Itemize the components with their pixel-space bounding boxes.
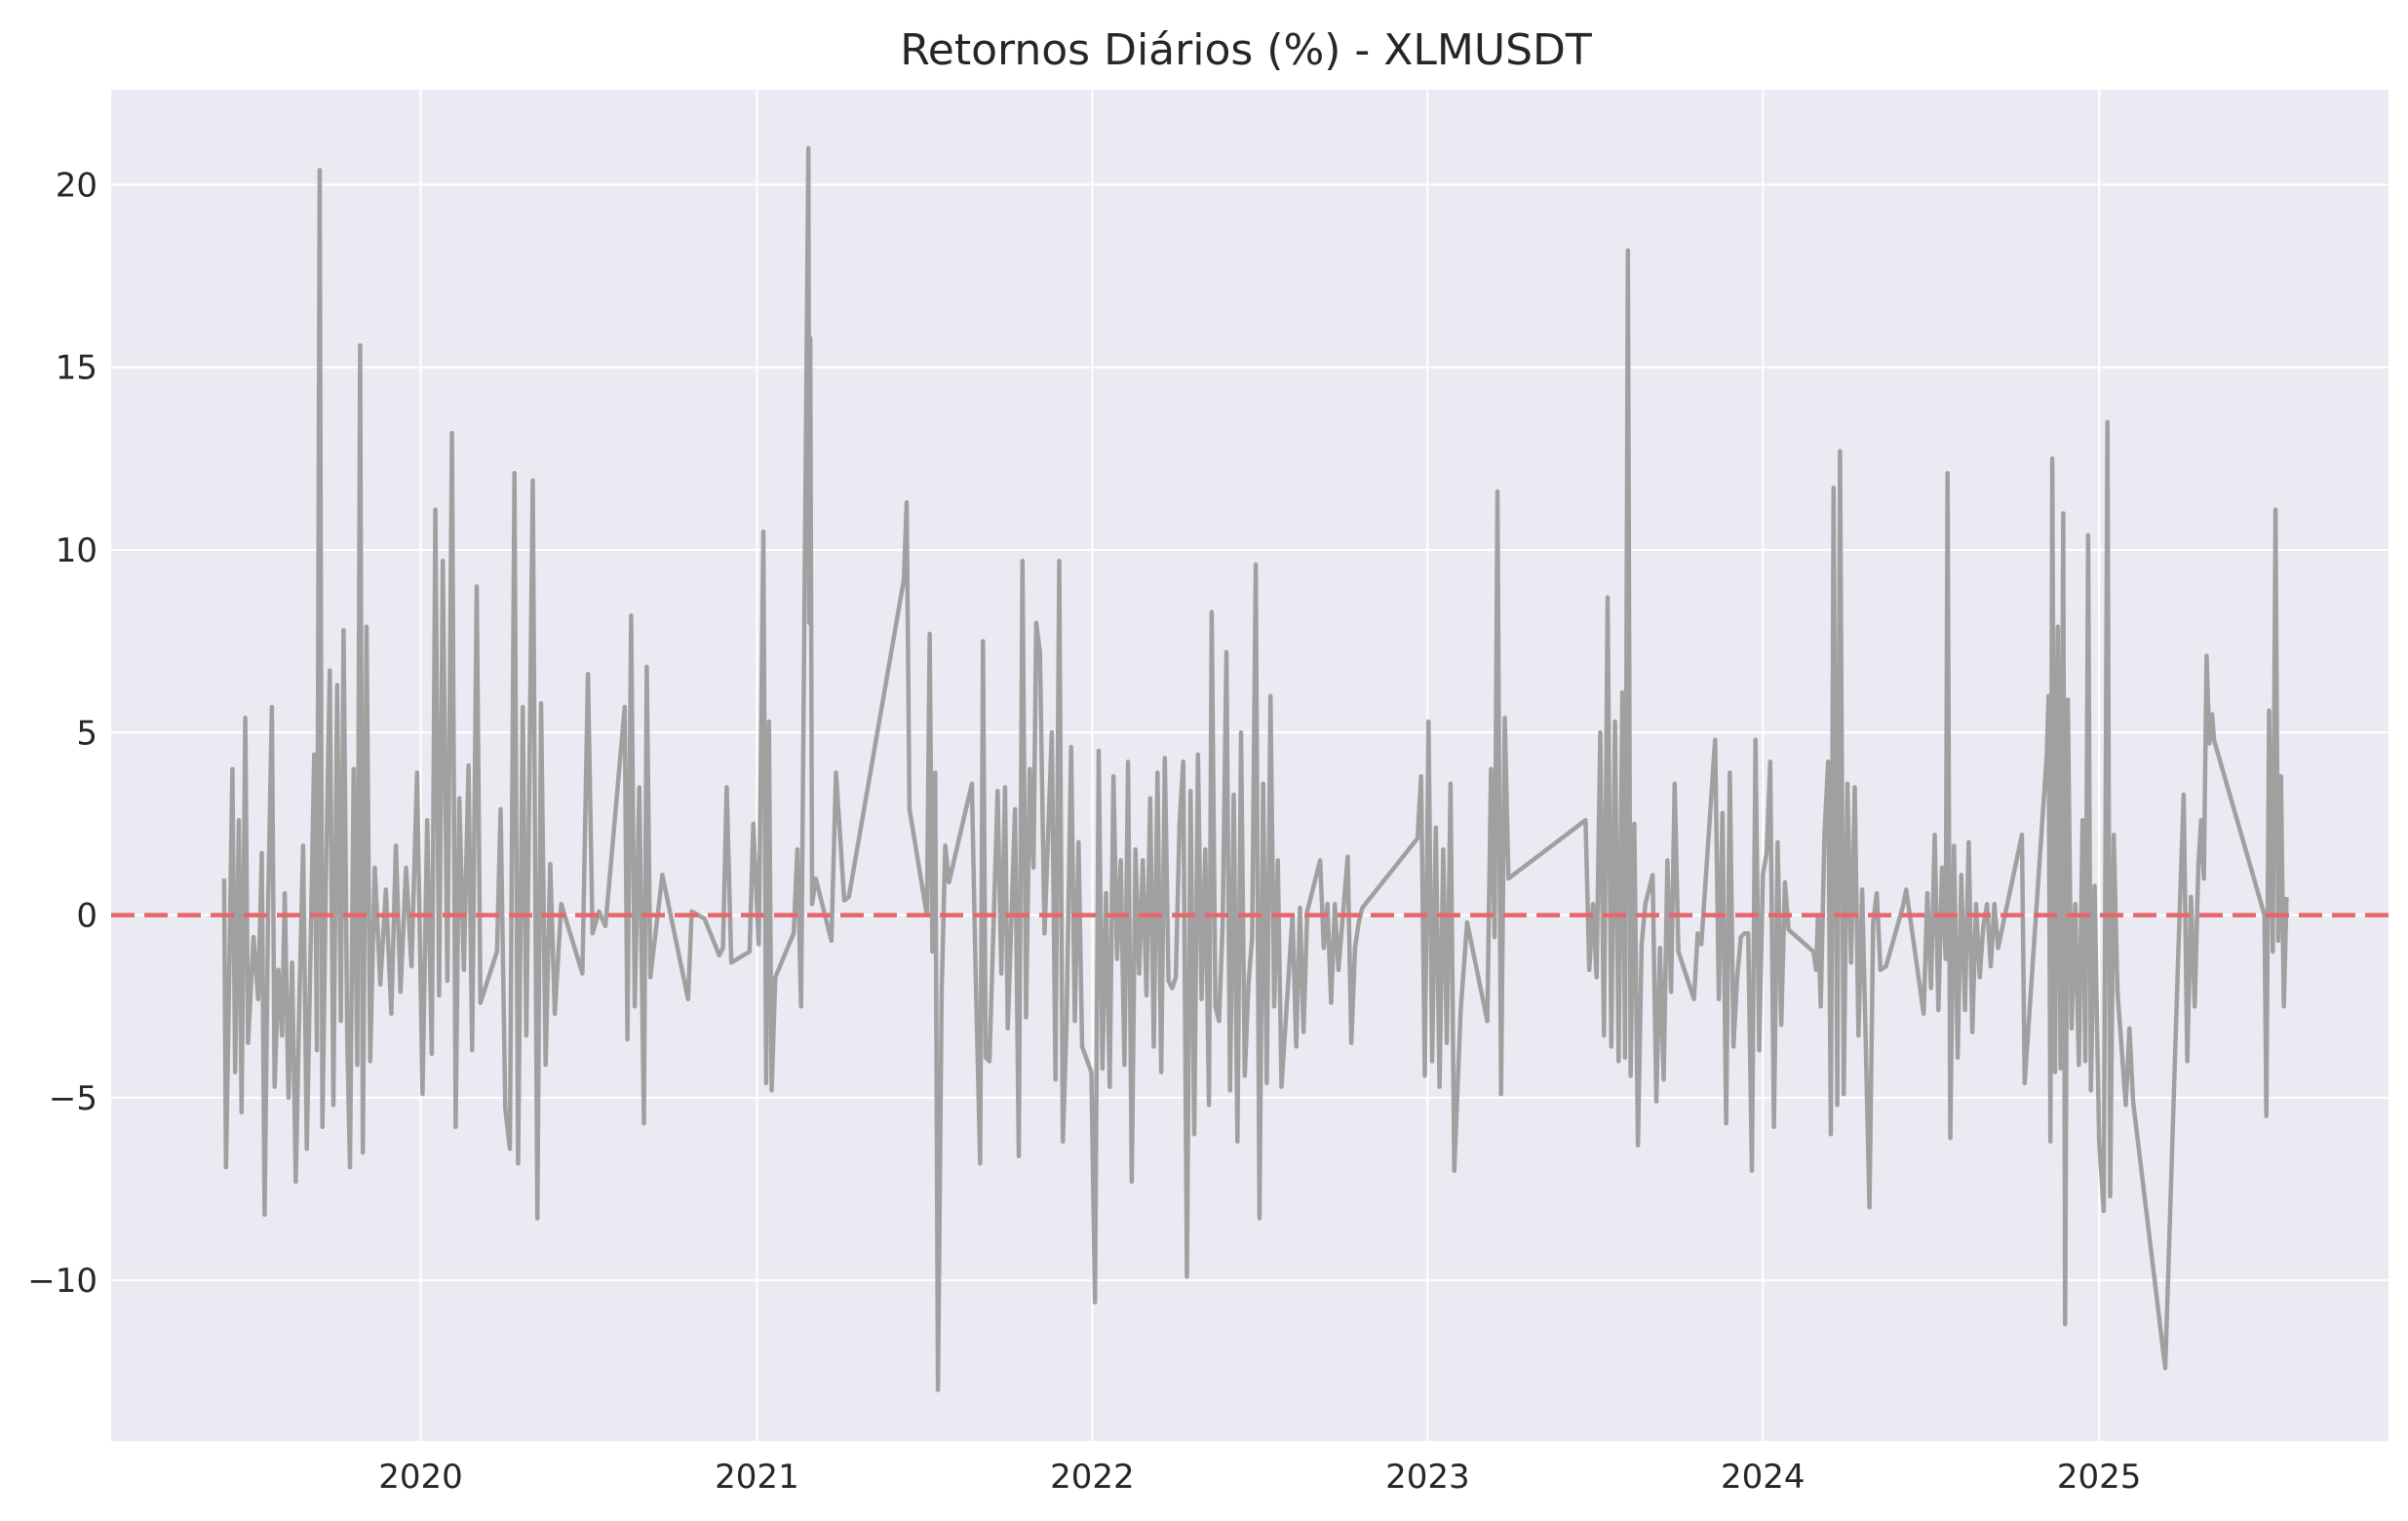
- x-tick-label: 2023: [1385, 1458, 1470, 1497]
- y-axis-ticks: 20 15 10 5 0 −5 −10: [27, 166, 97, 1301]
- y-tick-label: 20: [56, 166, 97, 205]
- plot-area: [111, 90, 2389, 1441]
- y-tick-label: −5: [49, 1079, 97, 1118]
- y-tick-label: −10: [27, 1262, 97, 1301]
- y-tick-label: 15: [56, 349, 97, 388]
- y-tick-label: 5: [76, 714, 97, 753]
- x-axis-ticks: 2020 2021 2022 2023 2024 2025: [378, 1458, 2141, 1497]
- x-tick-label: 2021: [715, 1458, 799, 1497]
- x-tick-label: 2022: [1050, 1458, 1135, 1497]
- chart-title: Retornos Diários (%) - XLMUSDT: [900, 25, 1592, 75]
- x-tick-label: 2025: [2057, 1458, 2142, 1497]
- series-line-xlmusdt-returns: [221, 145, 2289, 1392]
- y-tick-label: 0: [76, 897, 97, 936]
- x-tick-label: 2020: [378, 1458, 463, 1497]
- x-tick-label: 2024: [1721, 1458, 1806, 1497]
- y-tick-label: 10: [56, 531, 97, 570]
